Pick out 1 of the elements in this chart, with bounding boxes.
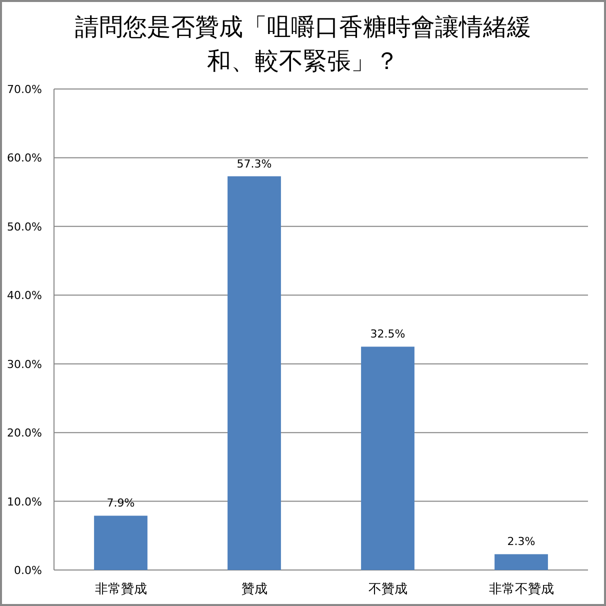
- title: 請問您是否贊成「咀嚼口香糖時會讓情緒緩和、較不緊張」？: [74, 14, 532, 77]
